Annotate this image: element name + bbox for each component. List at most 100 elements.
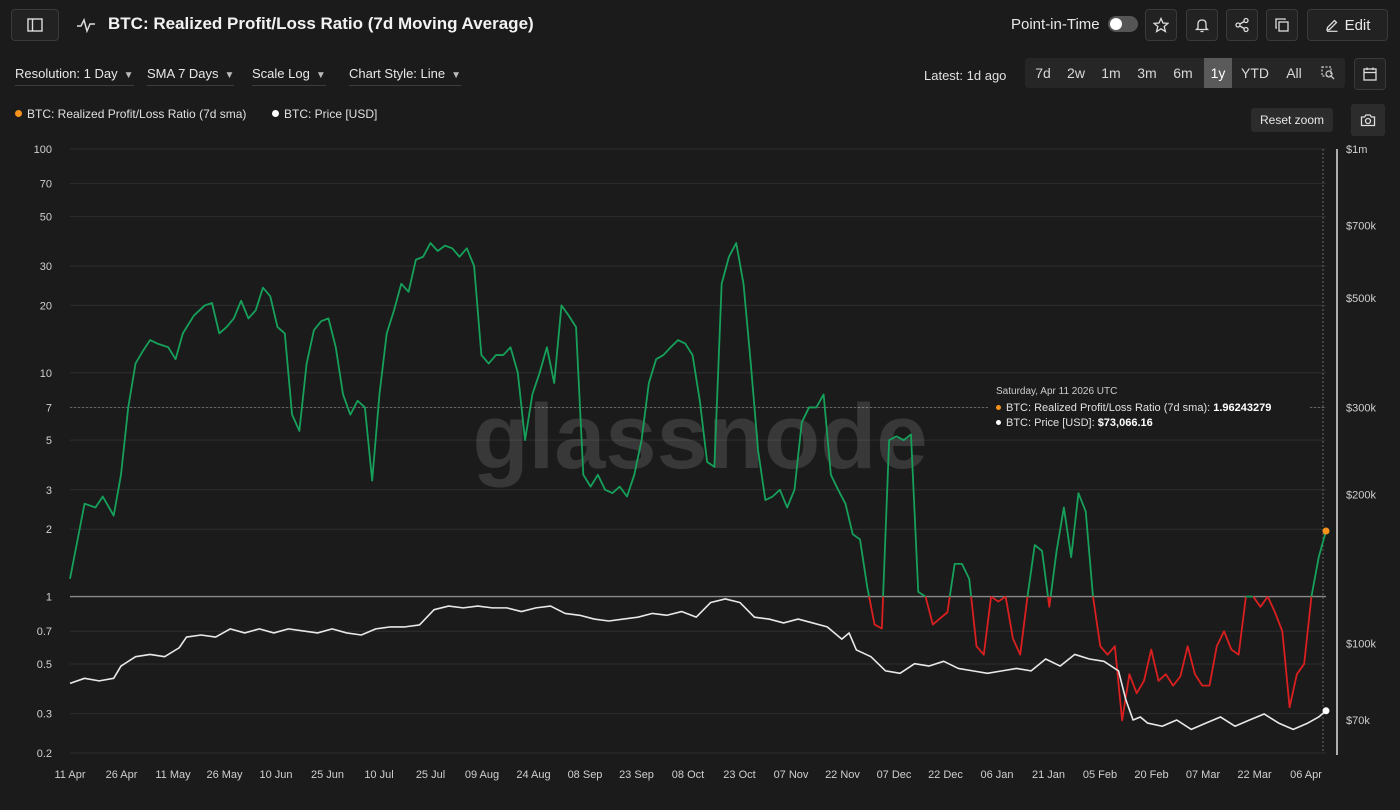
x-tick-label: 21 Jan xyxy=(1032,769,1065,781)
zoom-select-button[interactable] xyxy=(1315,58,1341,88)
latest-update-label: Latest: 1d ago xyxy=(924,68,1007,83)
x-tick-label: 08 Oct xyxy=(672,769,704,781)
alert-button[interactable] xyxy=(1186,9,1218,41)
x-tick-label: 08 Sep xyxy=(568,769,603,781)
y-tick-label: 10 xyxy=(40,368,52,380)
ratio-line-segment xyxy=(69,242,870,597)
pencil-icon xyxy=(1325,19,1338,32)
favorite-button[interactable] xyxy=(1145,9,1177,41)
ratio-line-segment xyxy=(1026,544,1049,597)
ratio-line-segment xyxy=(1004,596,1029,656)
bell-icon xyxy=(1194,19,1210,33)
x-tick-label: 23 Sep xyxy=(619,769,654,781)
y-tick-label: 2 xyxy=(46,524,52,536)
y-tick-label: 7 xyxy=(46,402,52,414)
point-in-time-label: Point-in-Time xyxy=(1011,16,1100,33)
range-7d[interactable]: 7d xyxy=(1035,65,1051,81)
x-tick-label: 06 Jan xyxy=(980,769,1013,781)
range-selector: 7d 2w 1m 3m 6m 1y YTD All xyxy=(1025,58,1345,88)
chevron-down-icon: ▼ xyxy=(315,70,326,81)
tooltip-ratio-label: BTC: Realized Profit/Loss Ratio (7d sma)… xyxy=(1006,402,1211,414)
ratio-line-segment xyxy=(1092,596,1247,722)
sidebar-toggle-button[interactable] xyxy=(11,9,59,41)
x-tick-label: 07 Mar xyxy=(1186,769,1221,781)
chart-style-dropdown[interactable]: Chart Style: Line ▼ xyxy=(349,66,462,86)
range-2w[interactable]: 2w xyxy=(1067,65,1085,81)
x-tick-label: 07 Nov xyxy=(774,769,809,781)
ratio-end-marker xyxy=(1322,527,1330,535)
range-1m[interactable]: 1m xyxy=(1101,65,1121,81)
x-tick-label: 10 Jun xyxy=(259,769,292,781)
duplicate-button[interactable] xyxy=(1266,9,1298,41)
x-tick-label: 26 Apr xyxy=(106,769,138,781)
x-tick-label: 26 May xyxy=(206,769,243,781)
resolution-label: Resolution: 1 Day xyxy=(15,66,118,81)
y-tick-label: 50 xyxy=(40,211,52,223)
screenshot-button[interactable] xyxy=(1351,104,1385,136)
date-picker-button[interactable] xyxy=(1354,58,1386,90)
x-tick-label: 25 Jul xyxy=(416,769,445,781)
y-right-tick-label: $100k xyxy=(1346,638,1376,650)
price-line xyxy=(69,598,1327,731)
x-tick-label: 22 Mar xyxy=(1237,769,1272,781)
y-tick-label: 70 xyxy=(40,179,52,191)
x-tick-label: 09 Aug xyxy=(465,769,499,781)
share-button[interactable] xyxy=(1226,9,1258,41)
range-3m[interactable]: 3m xyxy=(1137,65,1157,81)
range-6m[interactable]: 6m xyxy=(1173,65,1193,81)
tooltip-date: Saturday, Apr 11 2026 UTC xyxy=(996,386,1118,397)
tooltip: Saturday, Apr 11 2026 UTC BTC: Realized … xyxy=(988,382,1310,432)
ratio-line-segment xyxy=(1049,492,1094,597)
x-tick-label: 20 Feb xyxy=(1134,769,1168,781)
x-tick-label: 11 May xyxy=(155,769,191,781)
ratio-line-segment xyxy=(868,596,884,630)
ratio-line-segment xyxy=(1310,530,1327,597)
legend-dot xyxy=(272,110,279,117)
top-bar: BTC: Realized Profit/Loss Ratio (7d Movi… xyxy=(0,0,1400,52)
resolution-dropdown[interactable]: Resolution: 1 Day ▼ xyxy=(15,66,134,86)
y-tick-label: 5 xyxy=(46,435,52,447)
ratio-line-segment xyxy=(882,433,927,598)
y-tick-label: 1 xyxy=(46,592,52,604)
range-1y[interactable]: 1y xyxy=(1204,58,1232,88)
chevron-down-icon: ▼ xyxy=(451,70,462,81)
star-icon xyxy=(1153,17,1169,33)
legend-ratio[interactable]: BTC: Realized Profit/Loss Ratio (7d sma) xyxy=(15,107,246,121)
x-tick-label: 10 Jul xyxy=(364,769,393,781)
ratio-line-segment xyxy=(1266,596,1313,709)
tooltip-ratio-row: BTC: Realized Profit/Loss Ratio (7d sma)… xyxy=(996,402,1271,414)
range-ytd[interactable]: YTD xyxy=(1241,65,1269,81)
x-tick-label: 11 Apr xyxy=(55,769,86,781)
y-tick-label: 20 xyxy=(40,300,52,312)
range-all[interactable]: All xyxy=(1286,65,1302,81)
y-right-tick-label: $300k xyxy=(1346,403,1376,415)
y-right-tick-label: $700k xyxy=(1346,221,1376,233)
chevron-down-icon: ▼ xyxy=(123,70,134,81)
sma-dropdown[interactable]: SMA 7 Days ▼ xyxy=(147,66,235,86)
tooltip-price-label: BTC: Price [USD]: xyxy=(1006,417,1095,429)
edit-button[interactable]: Edit xyxy=(1307,9,1388,41)
y-tick-label: 0.5 xyxy=(37,659,52,671)
tooltip-price-row: BTC: Price [USD]: $73,066.16 xyxy=(996,417,1153,429)
reset-zoom-button[interactable]: Reset zoom xyxy=(1251,108,1333,132)
share-icon xyxy=(1235,17,1249,33)
page-title: BTC: Realized Profit/Loss Ratio (7d Movi… xyxy=(108,14,534,33)
sidebar-icon xyxy=(27,18,43,32)
legend-price-label: BTC: Price [USD] xyxy=(284,107,378,121)
ratio-line-segment xyxy=(1047,596,1052,608)
x-tick-label: 06 Apr xyxy=(1290,769,1322,781)
y-tick-label: 3 xyxy=(46,485,52,497)
y-tick-label: 30 xyxy=(40,261,52,273)
y-right-tick-label: $200k xyxy=(1346,490,1376,502)
toggle-knob xyxy=(1110,18,1122,30)
point-in-time-toggle[interactable] xyxy=(1108,16,1138,32)
scale-dropdown[interactable]: Scale Log ▼ xyxy=(252,66,326,86)
x-tick-label: 05 Feb xyxy=(1083,769,1117,781)
tooltip-ratio-value: 1.96243279 xyxy=(1213,402,1272,414)
legend-price[interactable]: BTC: Price [USD] xyxy=(272,107,377,121)
sma-label: SMA 7 Days xyxy=(147,66,219,81)
tooltip-dot xyxy=(996,420,1001,425)
ratio-line-segment xyxy=(924,596,951,626)
x-tick-label: 22 Dec xyxy=(928,769,963,781)
